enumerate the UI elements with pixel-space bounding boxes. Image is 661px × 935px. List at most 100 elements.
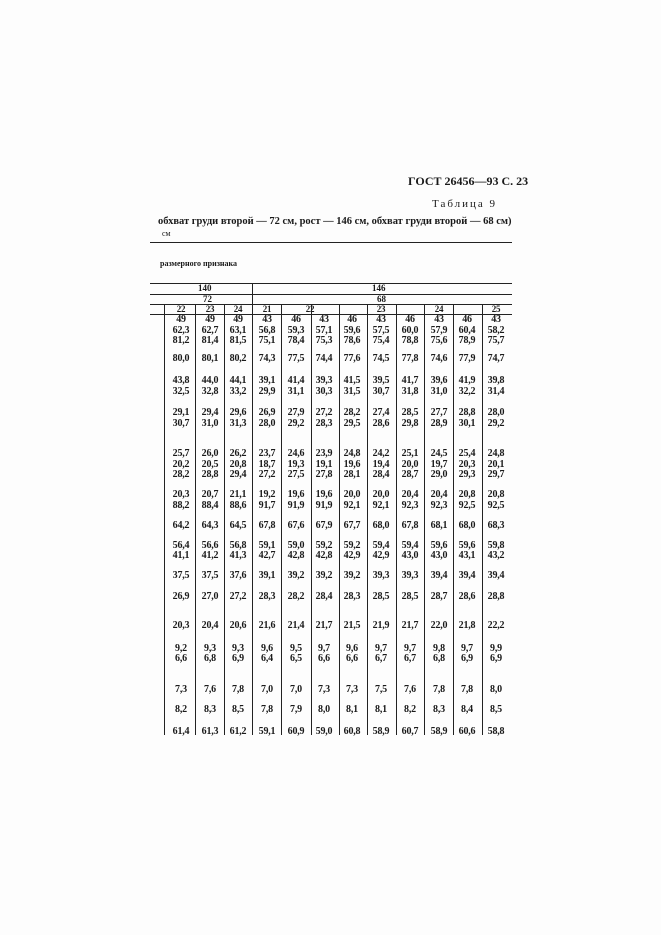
- table-cell: 7,8: [232, 684, 244, 695]
- table-cell: 59,1: [258, 726, 276, 737]
- table-cell: 28,7: [430, 591, 448, 602]
- table-cell: 42,9: [343, 550, 361, 561]
- table-cell: 39,2: [315, 570, 333, 581]
- table-cell: 20,2: [172, 459, 190, 470]
- table-cell: 49: [176, 314, 186, 325]
- hip-group-label: 25: [491, 304, 501, 314]
- table-cell: 6,5: [290, 653, 302, 664]
- table-cell: 67,8: [258, 520, 276, 531]
- table-cell: 43: [262, 314, 272, 325]
- table-cell: 28,2: [172, 469, 190, 480]
- table-cell: 20,0: [401, 459, 419, 470]
- table-cell: 7,0: [290, 684, 302, 695]
- table-cell: 46: [462, 314, 472, 325]
- table-cell: 23,9: [315, 448, 333, 459]
- table-cell: 60,0: [401, 325, 419, 336]
- table-cell: 68,0: [458, 520, 476, 531]
- table-cell: 28,2: [343, 407, 361, 418]
- table-cell: 28,8: [458, 407, 476, 418]
- table-cell: 9,9: [490, 643, 502, 654]
- table-cell: 59,6: [343, 325, 361, 336]
- table-cell: 59,1: [258, 540, 276, 551]
- table-cell: 59,6: [430, 540, 448, 551]
- hip-group-label: 24: [434, 304, 444, 314]
- table-cell: 39,4: [458, 570, 476, 581]
- table-cell: 92,1: [343, 500, 361, 511]
- table-cell: 9,7: [404, 643, 416, 654]
- table-cell: 60,9: [287, 726, 305, 737]
- column-divider: [252, 283, 253, 735]
- table-cell: 19,7: [430, 459, 448, 470]
- table-cell: 7,8: [461, 684, 473, 695]
- table-cell: 41,2: [201, 550, 219, 561]
- header-rule: [150, 283, 512, 284]
- column-divider: [311, 304, 312, 735]
- table-cell: 20,4: [201, 620, 219, 631]
- table-cell: 60,8: [343, 726, 361, 737]
- table-cell: 9,7: [318, 643, 330, 654]
- divider: [150, 242, 512, 243]
- table-cell: 59,4: [401, 540, 419, 551]
- table-cell: 88,4: [201, 500, 219, 511]
- table-cell: 30,7: [372, 386, 390, 397]
- table-cell: 59,2: [315, 540, 333, 551]
- table-cell: 37,5: [172, 570, 190, 581]
- table-cell: 58,9: [430, 726, 448, 737]
- table-cell: 8,2: [404, 704, 416, 715]
- table-cell: 19,1: [315, 459, 333, 470]
- column-divider: [396, 304, 397, 735]
- table-cell: 31,0: [201, 418, 219, 429]
- table-cell: 20,1: [487, 459, 505, 470]
- table-cell: 19,4: [372, 459, 390, 470]
- table-cell: 7,8: [433, 684, 445, 695]
- table-cell: 92,1: [372, 500, 390, 511]
- table-cell: 44,1: [229, 375, 247, 386]
- table-cell: 60,6: [458, 726, 476, 737]
- table-cell: 7,3: [346, 684, 358, 695]
- column-divider: [339, 304, 340, 735]
- table-cell: 92,5: [487, 500, 505, 511]
- hip-group-label: 22: [305, 304, 315, 314]
- table-cell: 59,0: [287, 540, 305, 551]
- table-cell: 64,2: [172, 520, 190, 531]
- table-cell: 43,8: [172, 375, 190, 386]
- table-cell: 39,1: [258, 570, 276, 581]
- table-cell: 61,2: [229, 726, 247, 737]
- table-cell: 32,8: [201, 386, 219, 397]
- table-cell: 56,8: [258, 325, 276, 336]
- table-cell: 26,2: [229, 448, 247, 459]
- table-cell: 21,5: [343, 620, 361, 631]
- table-cell: 46: [291, 314, 301, 325]
- column-divider: [424, 304, 425, 735]
- table-cell: 32,5: [172, 386, 190, 397]
- table-cell: 60,4: [458, 325, 476, 336]
- table-cell: 30,7: [172, 418, 190, 429]
- table-cell: 20,6: [229, 620, 247, 631]
- table-cell: 75,3: [315, 335, 333, 346]
- table-cell: 59,6: [458, 540, 476, 551]
- table-cell: 31,8: [401, 386, 419, 397]
- table-cell: 39,2: [343, 570, 361, 581]
- table-cell: 7,3: [175, 684, 187, 695]
- table-cell: 27,7: [430, 407, 448, 418]
- table-cell: 63,1: [229, 325, 247, 336]
- table-cell: 29,4: [201, 407, 219, 418]
- table-cell: 28,7: [401, 469, 419, 480]
- table-cell: 9,8: [433, 643, 445, 654]
- table-cell: 19,6: [343, 459, 361, 470]
- table-cell: 27,9: [287, 407, 305, 418]
- table-cell: 75,6: [430, 335, 448, 346]
- table-cell: 59,0: [315, 726, 333, 737]
- table-cell: 67,6: [287, 520, 305, 531]
- table-cell: 21,7: [401, 620, 419, 631]
- table-cell: 21,9: [372, 620, 390, 631]
- hip-group-label: 24: [233, 304, 243, 314]
- table-cell: 43: [491, 314, 501, 325]
- table-cell: 20,8: [487, 489, 505, 500]
- table-cell: 6,7: [404, 653, 416, 664]
- table-cell: 42,8: [287, 550, 305, 561]
- standard-number: ГОСТ 26456—93 С. 23: [408, 174, 529, 188]
- table-cell: 8,1: [346, 704, 358, 715]
- table-cell: 9,5: [290, 643, 302, 654]
- table-cell: 25,7: [172, 448, 190, 459]
